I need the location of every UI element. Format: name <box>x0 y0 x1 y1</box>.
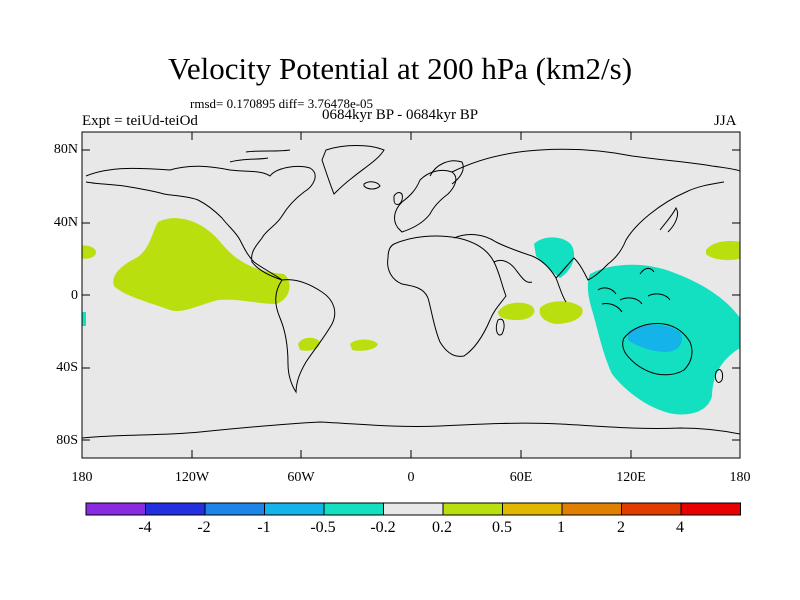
colorbar-swatch <box>502 502 563 516</box>
coast-asia <box>451 148 740 281</box>
plot-title: Velocity Potential at 200 hPa (km2/s) <box>167 51 633 86</box>
south-america-south <box>298 337 320 351</box>
coast-madagascar <box>495 318 505 336</box>
lon-ticks <box>81 132 741 458</box>
colorbar-swatch <box>85 502 146 516</box>
colorbar-label: -2 <box>197 519 211 536</box>
lat-label-80n: 80N <box>53 142 78 157</box>
lon-label-60w: 60W <box>287 470 315 485</box>
colorbar-swatch <box>561 502 622 516</box>
coast-arabia-india <box>493 259 567 303</box>
colorbar-swatch <box>621 502 682 516</box>
coast-antarctica <box>82 421 740 439</box>
experiment-label: Expt = teiUd-teiOd <box>82 113 198 129</box>
colorbar-swatch <box>145 502 206 516</box>
south-atlantic <box>350 339 378 351</box>
lat-label-0: 0 <box>71 288 78 303</box>
lon-label-180w: 180 <box>71 470 93 485</box>
colorbar-label: 2 <box>617 519 625 536</box>
colorbar-label: 0.5 <box>492 519 512 536</box>
lat-label-40s: 40S <box>56 360 78 375</box>
central-indian-ocean <box>539 301 583 324</box>
colorbar-label: 4 <box>676 519 684 536</box>
lat-ticks <box>82 149 740 441</box>
colorbar-label: 0.2 <box>432 519 452 536</box>
colorbar-label: 1 <box>557 519 565 536</box>
colorbar <box>85 502 741 516</box>
colorbar-swatch <box>383 502 444 516</box>
colorbar-swatch <box>323 502 384 516</box>
lon-label-120e: 120E <box>616 470 646 485</box>
coast-south-america <box>275 279 336 394</box>
coast-arctic-islands <box>229 149 291 163</box>
western-indian-ocean <box>498 302 535 320</box>
coast-australia <box>622 323 693 376</box>
colorbar-swatch <box>442 502 503 516</box>
lat-label-40n: 40N <box>53 215 78 230</box>
lat-label-80s: 80S <box>56 433 78 448</box>
coast-southeast-asia <box>597 267 671 313</box>
colorbar-swatch <box>680 502 741 516</box>
colorbar-label: -0.2 <box>370 519 396 536</box>
coastlines <box>82 145 740 439</box>
coast-new-zealand <box>715 369 723 383</box>
period-label: 0684kyr BP - 0684kyr BP <box>322 107 479 123</box>
coast-africa <box>387 235 507 357</box>
coast-greenland <box>321 145 385 195</box>
colorbar-label: -1 <box>257 519 271 536</box>
colorbar-label: -4 <box>138 519 152 536</box>
season-label: JJA <box>714 113 737 129</box>
colorbar-label: -0.5 <box>310 519 336 536</box>
coast-iceland <box>363 181 381 190</box>
lon-label-60e: 60E <box>509 470 533 485</box>
lon-label-0: 0 <box>407 470 415 485</box>
arabian-sea <box>534 237 575 278</box>
west-edge-small <box>82 312 86 326</box>
coast-uk <box>393 192 403 205</box>
lon-label-180e: 180 <box>729 470 751 485</box>
colorbar-swatch <box>264 502 325 516</box>
colorbar-swatch <box>204 502 265 516</box>
coast-north-america <box>85 165 316 281</box>
lon-label-120w: 120W <box>174 470 210 485</box>
coast-japan <box>659 207 679 233</box>
north-central-pacific <box>706 241 740 261</box>
rmsd-diff-stats: rmsd= 0.170895 diff= 3.76478e-05 <box>190 96 374 111</box>
eastern-pacific-blob <box>113 218 290 312</box>
coast-scandinavia <box>429 160 464 185</box>
western-edge <box>82 245 96 259</box>
north-australia-core <box>628 324 683 352</box>
